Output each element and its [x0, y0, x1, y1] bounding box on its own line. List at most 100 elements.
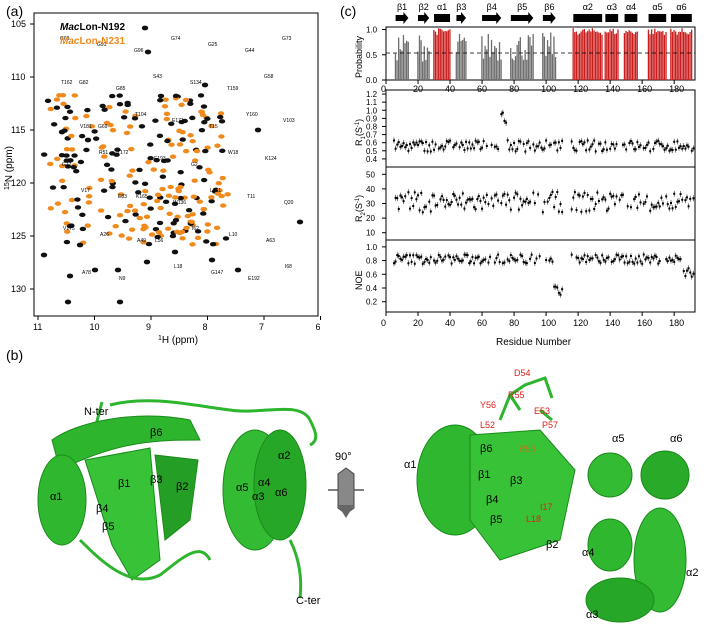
hsqc-peak	[63, 229, 71, 234]
residue-label: D54	[514, 368, 531, 378]
r1-y-tick-label: 0.9	[366, 114, 378, 123]
probability-bar	[582, 29, 584, 80]
hsqc-peak	[63, 146, 71, 152]
hsqc-peak	[215, 181, 222, 186]
hsqc-peak	[114, 147, 121, 152]
hsqc-peak	[147, 156, 154, 161]
probability-bar	[402, 35, 405, 80]
probability-y-tick-label: 0.0	[366, 76, 378, 85]
probability-x-tick-label: 160	[637, 84, 652, 94]
residue-label: R55	[508, 390, 525, 400]
ss-label: β2	[419, 2, 429, 12]
hsqc-peak	[201, 119, 208, 125]
probability-bar	[652, 33, 654, 80]
helix-alpha5-right	[587, 452, 633, 498]
structure-left-label: C-ter	[296, 595, 321, 607]
hsqc-peak	[142, 189, 149, 194]
hsqc-peak	[224, 192, 231, 197]
hsqc-peak	[50, 122, 58, 127]
hsqc-peak	[166, 211, 173, 216]
hsqc-peak	[58, 129, 66, 135]
hsqc-peak	[208, 195, 215, 200]
probability-bar	[438, 28, 440, 81]
hsqc-peak-label: G72	[62, 162, 72, 168]
hsqc-peak	[116, 93, 123, 98]
probability-bar	[494, 46, 496, 80]
hsqc-peak	[132, 180, 139, 185]
probability-bar	[425, 60, 427, 80]
probability-bar	[455, 52, 457, 80]
r1-y-tick-label: 0.7	[366, 131, 378, 140]
hsqc-peak-label: K165	[136, 194, 148, 200]
probability-bar	[510, 48, 512, 80]
ss-label: β3	[456, 2, 466, 12]
hsqc-peak	[254, 127, 262, 133]
structure-left-label: β3	[150, 474, 162, 486]
hsqc-peak	[200, 211, 207, 216]
hsqc-peak	[200, 177, 208, 183]
hsqc-peak-label: A63	[266, 238, 275, 244]
beta-strand-left-1	[84, 447, 161, 581]
hsqc-peak	[152, 118, 159, 123]
noe-points	[393, 251, 695, 298]
probability-bar	[586, 31, 589, 81]
probability-y-tick-label: 0.5	[366, 51, 378, 60]
hsqc-peak	[126, 173, 133, 178]
hsqc-peak	[53, 105, 61, 110]
hsqc-peak	[203, 239, 210, 244]
noe-y-tick-label: 1.0	[366, 243, 378, 252]
helix-alpha3-right	[585, 577, 655, 623]
hsqc-peak	[83, 113, 90, 119]
hsqc-peak	[157, 205, 164, 211]
hsqc-peak	[104, 214, 112, 220]
hsqc-peak	[122, 218, 129, 224]
r1-points	[393, 109, 695, 155]
hsqc-peak	[106, 104, 113, 110]
hsqc-peak	[141, 181, 149, 187]
probability-bar	[614, 34, 616, 80]
structure-right-label: α4	[582, 547, 594, 559]
probability-bar	[426, 47, 429, 80]
hsqc-peak	[84, 137, 92, 143]
hsqc-peak	[64, 299, 72, 305]
hsqc-peak	[109, 151, 116, 156]
r2-y-tick-label: 20	[366, 214, 375, 223]
hsqc-peak	[204, 229, 211, 234]
ss-helix-bar	[573, 14, 603, 22]
ss-helix-bar	[670, 14, 692, 22]
hsqc-x-tick-label: 10	[90, 322, 100, 332]
hsqc-panel: G60G91G96G74G25G44G73G82G85S43S134T159G5…	[4, 12, 321, 346]
hsqc-peak	[108, 167, 115, 172]
probability-bar	[436, 34, 438, 80]
hsqc-peak	[122, 109, 129, 114]
probability-bar	[434, 31, 437, 80]
probability-bar	[428, 51, 430, 80]
structure-left-label: β5	[102, 521, 114, 533]
relaxation-x-tick-label: 0	[381, 318, 386, 328]
ss-label: α5	[652, 2, 662, 12]
probability-bar	[519, 37, 521, 80]
probability-bar	[554, 57, 557, 80]
probability-bar	[460, 40, 462, 80]
hsqc-peak	[114, 267, 122, 273]
rotation-label: 90°	[335, 451, 352, 463]
probability-bar	[550, 32, 552, 80]
hsqc-peak-label: L10	[229, 232, 238, 238]
hsqc-peak	[177, 170, 184, 175]
ss-label: α6	[676, 2, 686, 12]
hsqc-y-ticks: 105 110 115 120 125 130	[11, 19, 34, 294]
secondary-structure-row: β1 β2 α1 β3 β4 β5 β6 α2 α3 α4 α5 α6	[395, 2, 692, 24]
hsqc-peak	[91, 267, 99, 273]
probability-bar	[625, 30, 627, 80]
probability-bar	[553, 36, 555, 80]
structure-right-label: β2	[546, 539, 558, 551]
ss-strand-arrow	[510, 12, 534, 24]
probability-bar	[447, 30, 449, 80]
probability-bar	[524, 49, 526, 80]
hsqc-peak	[117, 192, 125, 197]
hsqc-peak-label: G44	[245, 48, 255, 54]
hsqc-peak-label: T104	[135, 112, 147, 118]
hsqc-peak	[97, 177, 105, 182]
hsqc-peak	[167, 184, 174, 190]
